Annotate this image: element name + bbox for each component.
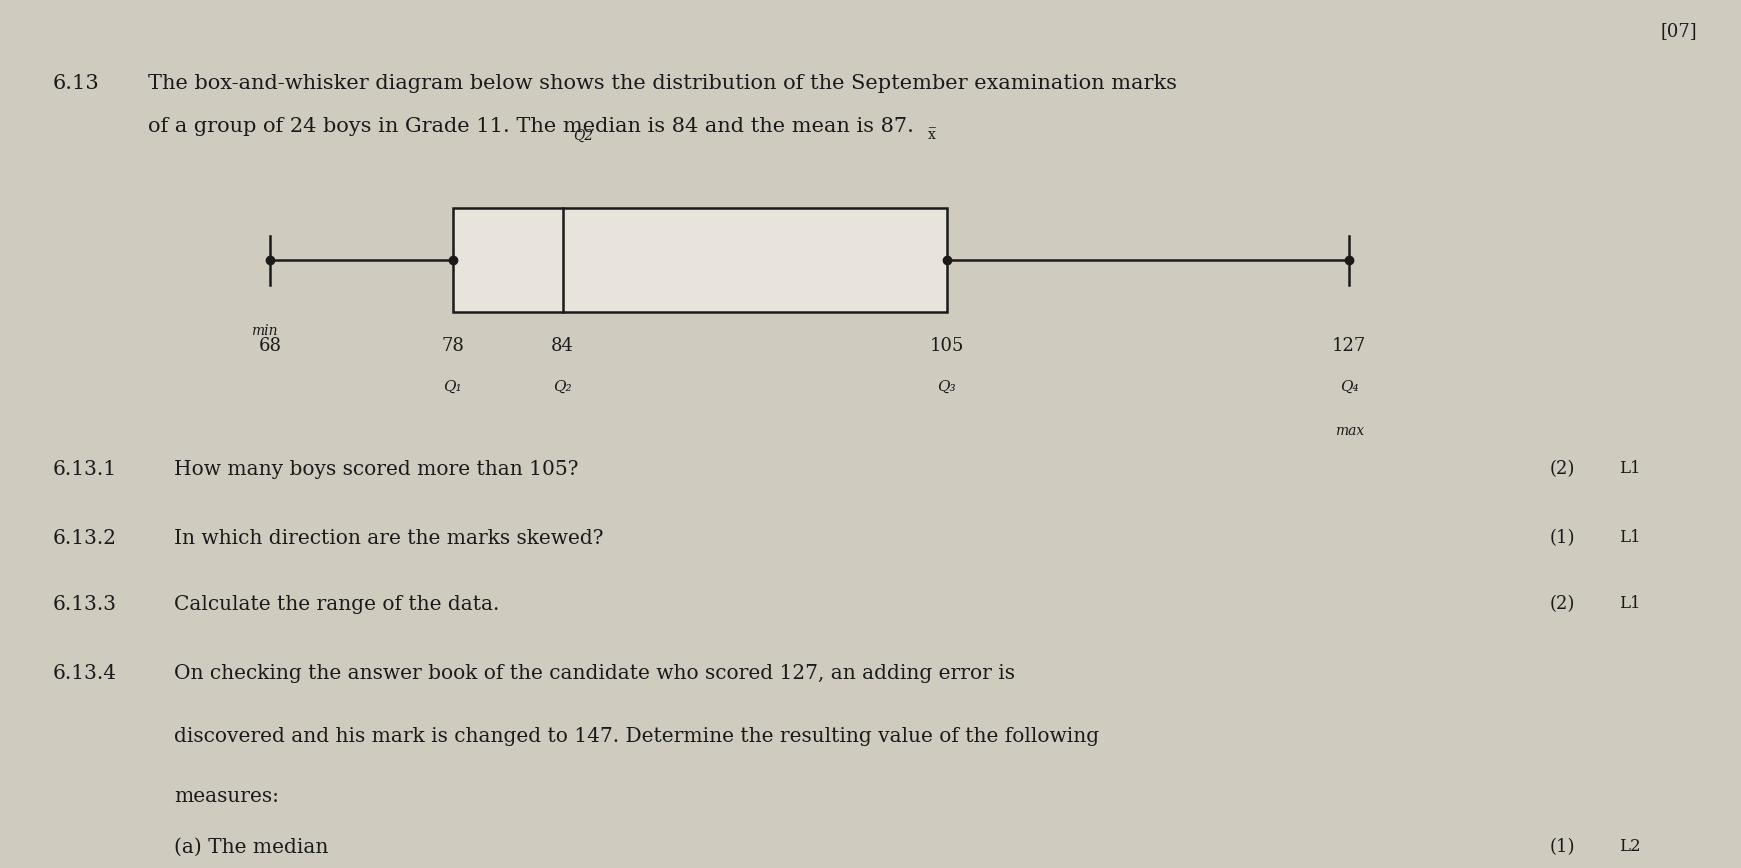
Text: 6.13.2: 6.13.2 <box>52 529 117 549</box>
Text: of a group of 24 boys in Grade 11. The median is 84 and the mean is 87.: of a group of 24 boys in Grade 11. The m… <box>148 117 914 136</box>
Text: 6.13.4: 6.13.4 <box>52 664 117 683</box>
Text: (2): (2) <box>1549 460 1576 478</box>
Text: L2: L2 <box>1619 838 1640 855</box>
Text: measures:: measures: <box>174 787 279 806</box>
Text: min: min <box>251 324 279 338</box>
Text: max: max <box>1335 424 1363 437</box>
Text: (1): (1) <box>1549 529 1576 548</box>
Text: discovered and his mark is changed to 147. Determine the resulting value of the : discovered and his mark is changed to 14… <box>174 727 1099 746</box>
Text: 78: 78 <box>442 337 465 355</box>
Text: Calculate the range of the data.: Calculate the range of the data. <box>174 595 500 614</box>
Text: Q2: Q2 <box>573 128 594 142</box>
Text: 6.13.1: 6.13.1 <box>52 460 117 479</box>
Text: In which direction are the marks skewed?: In which direction are the marks skewed? <box>174 529 604 549</box>
Text: x̅: x̅ <box>928 128 935 142</box>
Text: (1): (1) <box>1549 838 1576 856</box>
Text: L1: L1 <box>1619 595 1640 612</box>
Text: The box-and-whisker diagram below shows the distribution of the September examin: The box-and-whisker diagram below shows … <box>148 74 1177 93</box>
Text: (2): (2) <box>1549 595 1576 613</box>
Text: L1: L1 <box>1619 529 1640 547</box>
Text: 6.13: 6.13 <box>52 74 99 93</box>
Text: On checking the answer book of the candidate who scored 127, an adding error is: On checking the answer book of the candi… <box>174 664 1015 683</box>
Text: 105: 105 <box>930 337 965 355</box>
Text: 127: 127 <box>1332 337 1367 355</box>
Text: 6.13.3: 6.13.3 <box>52 595 117 614</box>
Text: 68: 68 <box>258 337 282 355</box>
Text: Q₃: Q₃ <box>937 380 956 394</box>
Text: How many boys scored more than 105?: How many boys scored more than 105? <box>174 460 578 479</box>
Text: Q₁: Q₁ <box>444 380 461 394</box>
Text: L1: L1 <box>1619 460 1640 477</box>
Text: 84: 84 <box>552 337 575 355</box>
Text: [07]: [07] <box>1661 22 1697 40</box>
Text: Q₄: Q₄ <box>1341 380 1358 394</box>
Text: Q₂: Q₂ <box>554 380 571 394</box>
Text: (a) The median: (a) The median <box>174 838 329 857</box>
